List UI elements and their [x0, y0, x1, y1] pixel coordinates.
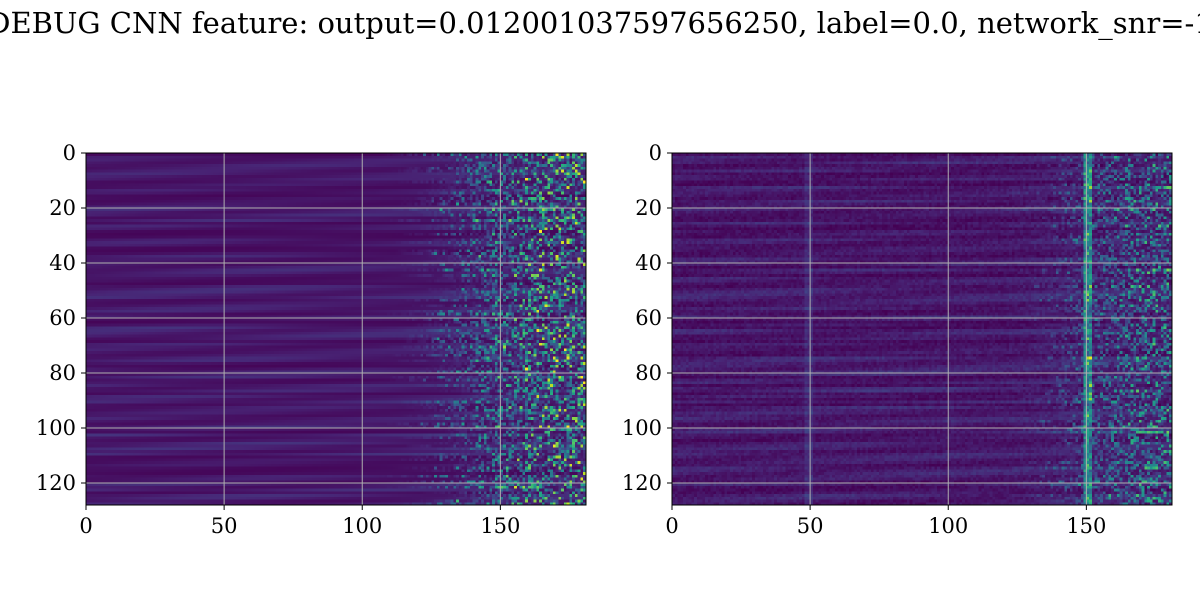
heatmap-image-right	[672, 153, 1172, 505]
x-tick-label: 150	[480, 514, 520, 538]
y-tick-label: 0	[649, 141, 662, 165]
ticks-left: 0 50 100 150 0 20 40 60 80 100 120	[36, 141, 521, 538]
x-tick-label: 0	[665, 514, 678, 538]
y-tick-label: 60	[635, 306, 662, 330]
y-tick-label: 100	[622, 416, 662, 440]
x-tick-label: 100	[342, 514, 382, 538]
axes-frame-right	[671, 152, 1173, 506]
y-tick-label: 120	[36, 471, 76, 495]
y-tick-label: 60	[49, 306, 76, 330]
y-tick-label: 100	[36, 416, 76, 440]
x-tick-label: 50	[211, 514, 238, 538]
heatmap-image-left	[86, 153, 586, 505]
x-tick-label: 0	[79, 514, 92, 538]
y-tick-label: 40	[49, 251, 76, 275]
y-tick-label: 40	[635, 251, 662, 275]
y-tick-label: 0	[63, 141, 76, 165]
heatmap-panel-left: 0 50 100 150 0 20 40 60 80 100 120	[36, 141, 587, 538]
y-tick-label: 20	[635, 196, 662, 220]
y-tick-label: 20	[49, 196, 76, 220]
x-tick-label: 100	[928, 514, 968, 538]
y-tick-label: 80	[635, 361, 662, 385]
y-tick-label: 120	[622, 471, 662, 495]
x-tick-label: 50	[797, 514, 824, 538]
y-tick-label: 80	[49, 361, 76, 385]
ticks-right: 0 50 100 150 0 20 40 60 80 100 120	[622, 141, 1107, 538]
heatmap-panel-right: 0 50 100 150 0 20 40 60 80 100 120	[622, 141, 1173, 538]
figure-title: DEBUG CNN feature: output=0.012001037597…	[0, 6, 1200, 41]
axes-frame-left	[85, 152, 587, 506]
x-tick-label: 150	[1066, 514, 1106, 538]
